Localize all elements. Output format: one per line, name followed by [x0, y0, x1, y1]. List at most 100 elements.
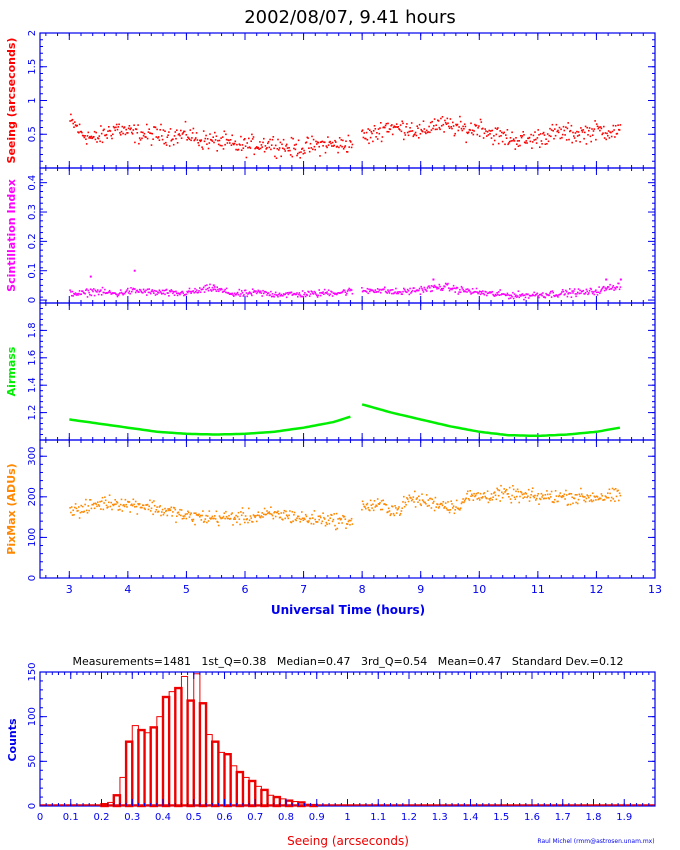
data-point — [132, 498, 135, 501]
data-point — [560, 292, 562, 295]
data-point — [248, 291, 251, 293]
data-point — [236, 143, 238, 146]
y-tick-label: 50 — [27, 755, 38, 768]
data-point — [479, 118, 482, 121]
data-point — [180, 137, 183, 139]
data-point — [164, 507, 166, 510]
data-point — [596, 496, 599, 498]
data-point — [309, 293, 312, 295]
data-point — [429, 121, 432, 124]
data-point — [424, 501, 426, 504]
data-point — [138, 291, 140, 293]
data-point — [470, 122, 472, 125]
data-point — [318, 145, 320, 148]
data-point — [199, 514, 202, 517]
y-tick-label: 100 — [27, 707, 38, 726]
data-point — [174, 131, 177, 133]
data-point — [167, 508, 169, 510]
data-point — [590, 288, 592, 290]
data-point — [99, 290, 101, 292]
data-point — [172, 511, 174, 513]
data-point — [362, 136, 365, 139]
data-point — [257, 511, 260, 513]
data-point — [148, 505, 150, 508]
data-point — [456, 287, 459, 289]
data-point — [491, 498, 494, 501]
data-point — [221, 517, 224, 519]
data-point — [186, 513, 188, 515]
data-point — [551, 290, 554, 292]
data-point — [241, 507, 244, 509]
data-point — [337, 151, 339, 154]
data-point — [442, 287, 445, 290]
data-point — [546, 143, 548, 145]
data-point — [518, 501, 520, 504]
data-point — [535, 138, 537, 141]
data-point — [442, 123, 445, 126]
data-point — [259, 291, 261, 294]
data-point — [150, 144, 153, 146]
data-point — [616, 132, 619, 135]
data-point — [218, 515, 221, 517]
data-point — [108, 289, 111, 292]
data-point — [341, 522, 343, 524]
data-point — [210, 517, 213, 519]
data-point — [145, 136, 147, 138]
data-point — [338, 517, 341, 520]
data-point — [128, 501, 131, 503]
data-point — [507, 493, 509, 495]
data-point — [575, 295, 577, 298]
data-point — [459, 120, 462, 123]
histogram-bar — [137, 728, 146, 808]
data-point — [243, 294, 245, 296]
data-point — [278, 513, 280, 515]
data-point — [418, 123, 421, 126]
data-point — [291, 155, 294, 158]
data-point — [430, 129, 433, 131]
panel-frame — [39, 439, 656, 579]
data-point — [138, 142, 140, 145]
data-point — [96, 291, 98, 293]
data-point — [313, 290, 316, 293]
data-point — [104, 288, 106, 291]
data-point — [607, 496, 610, 499]
data-point — [437, 287, 440, 290]
data-point — [509, 137, 512, 139]
data-point — [265, 513, 267, 516]
data-point — [522, 294, 524, 297]
data-point — [592, 499, 595, 502]
data-point — [540, 293, 543, 295]
data-point — [80, 293, 82, 295]
data-point — [410, 497, 412, 499]
data-point — [317, 294, 320, 297]
data-point — [481, 292, 483, 295]
data-point — [374, 506, 377, 508]
data-point — [215, 510, 218, 513]
data-point — [146, 288, 149, 291]
data-point — [365, 507, 367, 510]
data-point — [400, 130, 403, 133]
data-point — [207, 147, 210, 150]
data-point — [87, 131, 90, 134]
data-point — [521, 135, 524, 137]
data-point — [536, 292, 539, 295]
y-tick-label: 300 — [27, 447, 38, 466]
data-point — [311, 135, 313, 138]
data-point — [145, 289, 147, 292]
y-tick-label: 0 — [27, 297, 38, 303]
data-point — [162, 513, 165, 516]
data-point — [555, 123, 558, 126]
data-point — [159, 129, 161, 131]
data-point — [527, 488, 530, 491]
data-point — [399, 124, 402, 126]
data-point — [619, 124, 622, 126]
data-point — [446, 283, 449, 286]
data-point — [429, 497, 432, 500]
data-point — [350, 141, 352, 143]
data-point — [262, 516, 264, 518]
data-point — [242, 295, 245, 297]
data-point — [465, 288, 467, 291]
data-point — [297, 295, 299, 298]
data-point — [519, 294, 521, 296]
data-point — [304, 152, 306, 154]
